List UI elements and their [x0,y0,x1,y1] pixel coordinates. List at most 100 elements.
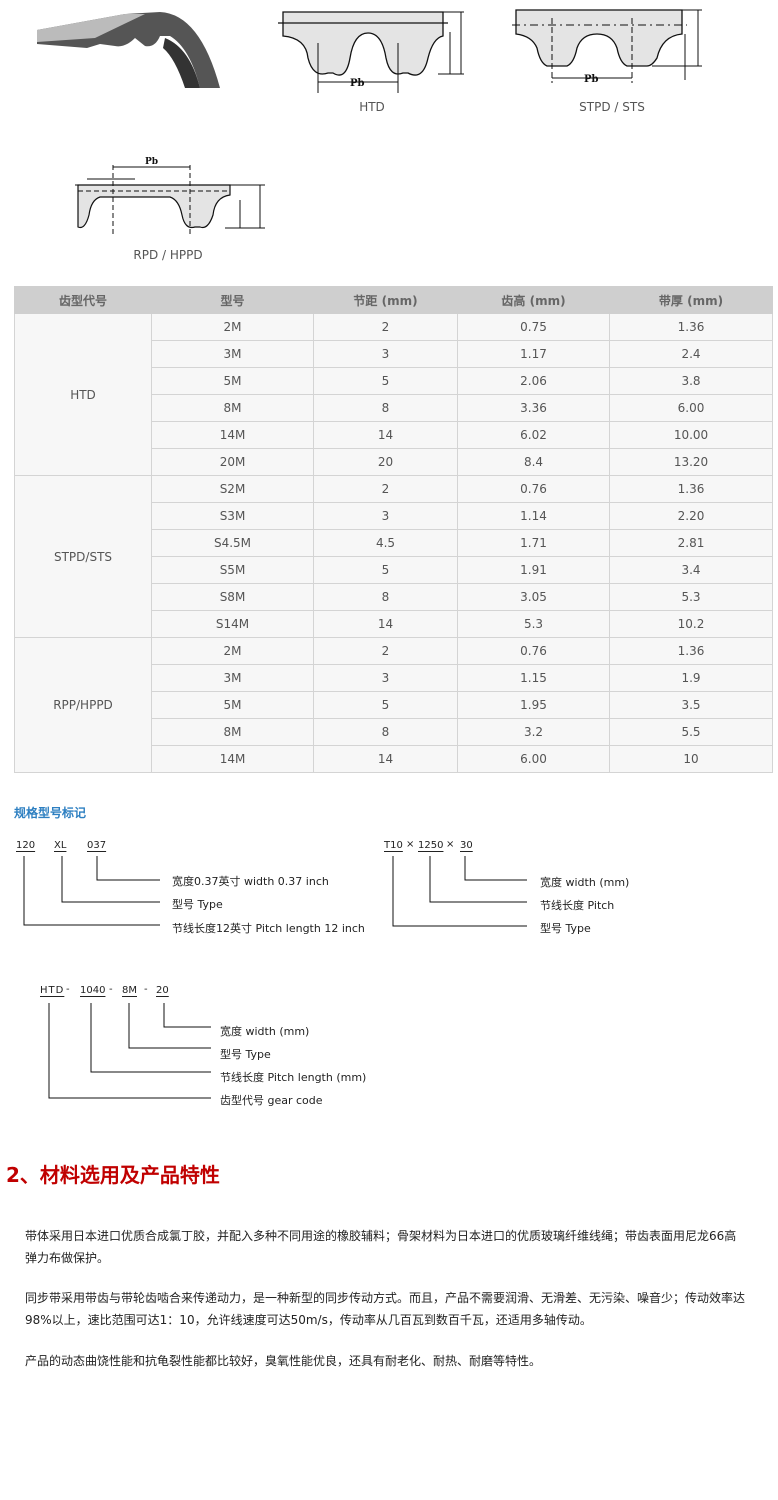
table-cell: 8 [313,718,458,746]
col-header: 齿高 (mm) [457,286,610,314]
spec-label: 宽度 width (mm) [220,1025,310,1038]
table-cell: 1.36 [609,637,773,665]
table-cell: 1.95 [457,691,610,719]
gear-code-cell: STPD/STS [14,475,152,638]
table-cell: 3.2 [457,718,610,746]
table-cell: 3.4 [609,556,773,584]
code-type: T10 [384,840,403,851]
table-cell: 1.17 [457,340,610,368]
table-cell: 5M [151,691,314,719]
section-title: 2、材料选用及产品特性 [6,1163,220,1187]
table-cell: 14 [313,610,458,638]
table-cell: 0.75 [457,313,610,341]
spec-label: 节线长度 Pitch [540,899,615,912]
table-cell: 3.5 [609,691,773,719]
table-cell: 2M [151,637,314,665]
table-cell: 2M [151,313,314,341]
code-width: 20 [156,985,169,996]
table-cell: 14 [313,745,458,773]
table-cell: 5 [313,556,458,584]
svg-text:Pb: Pb [584,74,599,85]
code-type: 8M [122,985,137,996]
table-cell: 14M [151,745,314,773]
table-cell: 5.5 [609,718,773,746]
table-cell: 4.5 [313,529,458,557]
spec-label: 宽度0.37英寸 width 0.37 inch [172,875,329,888]
table-cell: 5M [151,367,314,395]
table-row: 3M 3 1.15 1.9 [15,664,773,692]
table-row: 3M 3 1.17 2.4 [15,340,773,368]
table-cell: 5.3 [609,583,773,611]
table-cell: 3 [313,664,458,692]
separator: × [406,839,415,850]
belt-spec-table: 齿型代号 型号 节距 (mm) 齿高 (mm) 带厚 (mm) HTD 2M 2 0.… [14,286,773,773]
htd-profile-diagram: Pb [278,11,464,93]
table-cell: S14M [151,610,314,638]
table-cell: S8M [151,583,314,611]
paragraph: 带体采用日本进口优质合成氯丁胶，并配入多种不同用途的橡胶辅料；骨架材料为日本进口… [25,1229,737,1265]
table-cell: 13.20 [609,448,773,476]
code-width: 30 [460,840,473,851]
spec-connector-lines [23,856,527,1099]
table-cell: 14 [313,421,458,449]
table-row: 20M 20 8.4 13.20 [15,448,773,476]
separator: - [144,984,148,995]
table-cell: 2.20 [609,502,773,530]
table-cell: 20 [313,448,458,476]
table-cell: 2.4 [609,340,773,368]
table-cell: 1.14 [457,502,610,530]
table-row: 5M 5 1.95 3.5 [15,691,773,719]
table-cell: 5 [313,367,458,395]
table-cell: 10.2 [609,610,773,638]
separator: - [109,984,113,995]
table-cell: 14M [151,421,314,449]
table-cell: 1.36 [609,313,773,341]
table-cell: 1.15 [457,664,610,692]
col-header: 齿型代号 [14,286,152,314]
table-cell: 2.81 [609,529,773,557]
col-header: 带厚 (mm) [609,286,773,314]
code-type: XL [54,840,67,851]
spec-label: 齿型代号 gear code [220,1094,323,1107]
table-row: S5M 5 1.91 3.4 [15,556,773,584]
table-cell: 8M [151,718,314,746]
spec-title: 规格型号标记 [14,806,87,820]
htd-caption: HTD [359,100,385,114]
stpd-profile-diagram: Pb [512,9,702,85]
table-cell: 10 [609,745,773,773]
rpd-profile-diagram: Pb [75,157,265,235]
paragraph: 同步带采用带齿与带轮齿啮合来传递动力，是一种新型的同步传动方式。而且，产品不需要… [25,1291,746,1327]
gear-code-cell: RPP/HPPD [14,637,152,773]
col-header: 型号 [151,286,314,314]
table-cell: 3M [151,340,314,368]
table-cell: 6.00 [609,394,773,422]
table-cell: 10.00 [609,421,773,449]
table-cell: 0.76 [457,475,610,503]
table-cell: 3 [313,340,458,368]
code-length: 1040 [80,985,106,996]
table-row: RPP/HPPD 2M 2 0.76 1.36 [14,637,773,773]
svg-text:Pb: Pb [145,157,158,167]
spec-label: 节线长度12英寸 Pitch length 12 inch [172,922,365,935]
table-cell: 2 [313,475,458,503]
table-cell: 1.71 [457,529,610,557]
rpd-caption: RPD / HPPD [133,248,203,262]
table-cell: 5.3 [457,610,610,638]
table-cell: S5M [151,556,314,584]
table-row: 8M 8 3.2 5.5 [15,718,773,746]
table-cell: 8M [151,394,314,422]
table-cell: S4.5M [151,529,314,557]
table-cell: 8.4 [457,448,610,476]
table-cell: 2 [313,637,458,665]
svg-text:Pb: Pb [350,78,365,89]
table-cell: S2M [151,475,314,503]
table-row: 14M 14 6.00 10 [15,745,773,773]
table-cell: 1.91 [457,556,610,584]
table-row: 5M 5 2.06 3.8 [15,367,773,395]
col-header: 节距 (mm) [313,286,458,314]
table-cell: 8 [313,394,458,422]
table-row: STPD/STS S2M 2 0.76 1.36 [14,475,773,638]
code-length: 1250 [418,840,444,851]
stpd-caption: STPD / STS [579,100,645,114]
table-cell: 3.05 [457,583,610,611]
